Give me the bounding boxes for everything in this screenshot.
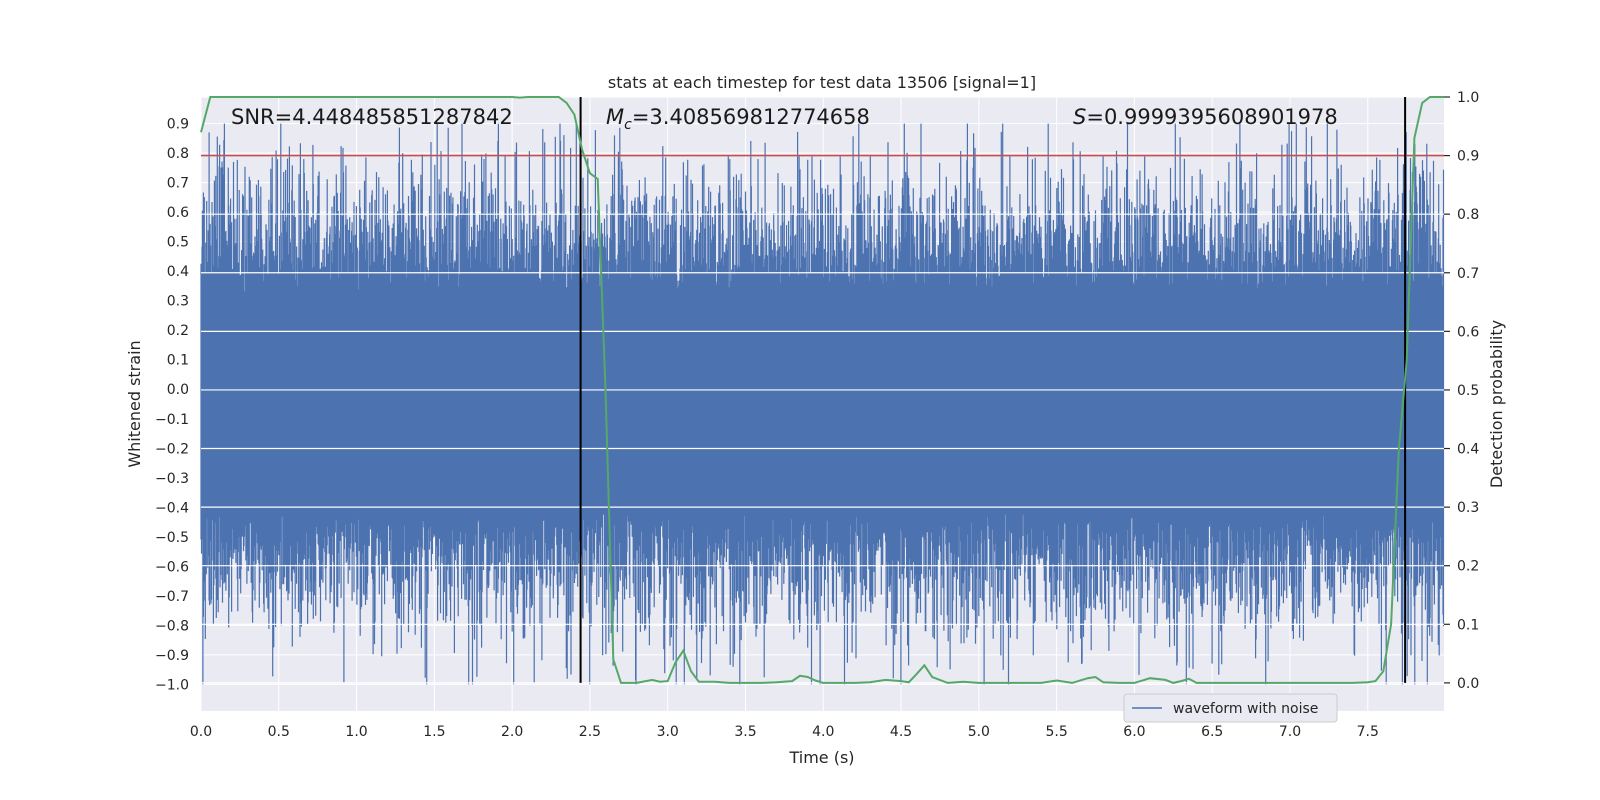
x-tick-label: 3.0 (657, 724, 679, 740)
x-tick-label: 3.5 (734, 724, 756, 740)
vertical-marker-lines (579, 97, 1407, 683)
x-tick-label: 5.5 (1045, 724, 1067, 740)
right-y-tick-label: 0.6 (1457, 324, 1479, 340)
left-y-tick-label: 0.8 (167, 146, 189, 162)
right-y-tick-label: 0.1 (1457, 617, 1479, 633)
left-y-tick-label: 0.1 (167, 353, 189, 369)
legend: waveform with noise (1123, 693, 1338, 723)
x-tick-label: 6.5 (1201, 724, 1223, 740)
mc-value: =3.408569812774658 (632, 105, 870, 129)
x-tick-label: 0.5 (268, 724, 290, 740)
left-y-tick-label: 0.2 (167, 323, 189, 339)
snr-annotation: SNR=4.448485851287842 (231, 105, 513, 129)
right-y-tick-label: 0.8 (1457, 207, 1479, 223)
left-y-tick-label: −0.1 (155, 412, 189, 428)
legend-label: waveform with noise (1173, 701, 1318, 717)
x-tick-label: 2.5 (579, 724, 601, 740)
left-y-tick-label: −0.6 (155, 559, 189, 575)
x-tick-label: 5.0 (968, 724, 990, 740)
x-tick-label: 4.0 (812, 724, 834, 740)
left-y-tick-label: 0.3 (167, 294, 189, 310)
mc-symbol: M (606, 105, 624, 129)
chart-title: stats at each timestep for test data 135… (608, 73, 1036, 92)
x-tick-label: 4.5 (890, 724, 912, 740)
waveform-spikes (200, 123, 1445, 685)
detection-probability-line (200, 96, 1444, 684)
legend-box (1123, 693, 1338, 723)
left-y-tick-label: −0.2 (155, 441, 189, 457)
right-y-tick-label: 0.7 (1457, 266, 1479, 282)
left-y-tick-label: −1.0 (155, 677, 189, 693)
chirp-mass-annotation: Mc=3.408569812774658 (606, 105, 870, 133)
left-y-tick-label: 0.9 (167, 117, 189, 133)
right-y-tick-label: 1.0 (1457, 90, 1479, 106)
left-y-tick-label: 0.4 (167, 264, 189, 280)
left-y-tick-label: −0.7 (155, 589, 189, 605)
left-y-axis-label: Whitened strain (125, 340, 144, 467)
s-annotation: S=0.9999395608901978 (1073, 105, 1338, 129)
x-axis-ticks: 0.0 0.5 1.0 1.5 2.0 2.5 3.0 3.5 4.0 4.5 5.0 5.5 6.0 6… (190, 724, 1379, 740)
x-axis-label: Time (s) (788, 748, 854, 767)
right-y-tick-label: 0.0 (1457, 676, 1479, 692)
left-y-tick-label: 0.7 (167, 176, 189, 192)
left-y-tick-label: −0.8 (155, 618, 189, 634)
left-y-tick-label: 0.6 (167, 205, 189, 221)
x-tick-label: 0.0 (190, 724, 212, 740)
s-value: =0.9999395608901978 (1086, 105, 1337, 129)
right-y-tick-label: 0.4 (1457, 442, 1479, 458)
left-y-tick-label: 0.5 (167, 235, 189, 251)
left-y-tick-label: −0.3 (155, 471, 189, 487)
left-y-axis-ticks: 0.9 0.8 0.7 0.6 0.5 0.4 0.3 0.2 0.1 0.0 −0.1 −0.2 −0… (155, 117, 189, 694)
right-y-tick-label: 0.5 (1457, 383, 1479, 399)
left-y-tick-label: −0.4 (155, 500, 189, 516)
right-y-tick-label: 0.2 (1457, 559, 1479, 575)
x-tick-label: 1.0 (345, 724, 367, 740)
right-y-axis-ticks: 1.0 0.9 0.8 0.7 0.6 0.5 0.4 0.3 0.2 0.1 0.0 (1444, 90, 1479, 692)
x-tick-label: 6.0 (1123, 724, 1145, 740)
right-y-tick-label: 0.3 (1457, 500, 1479, 516)
right-y-axis-label: Detection probability (1487, 320, 1506, 488)
right-y-tick-label: 0.9 (1457, 149, 1479, 165)
mc-subscript: c (624, 117, 632, 133)
x-tick-label: 2.0 (501, 724, 523, 740)
x-tick-label: 1.5 (423, 724, 445, 740)
x-tick-label: 7.5 (1357, 724, 1379, 740)
left-y-tick-label: −0.9 (155, 648, 189, 664)
x-tick-label: 7.0 (1279, 724, 1301, 740)
left-y-tick-label: 0.0 (167, 382, 189, 398)
s-symbol: S (1073, 105, 1086, 129)
left-y-tick-label: −0.5 (155, 530, 189, 546)
